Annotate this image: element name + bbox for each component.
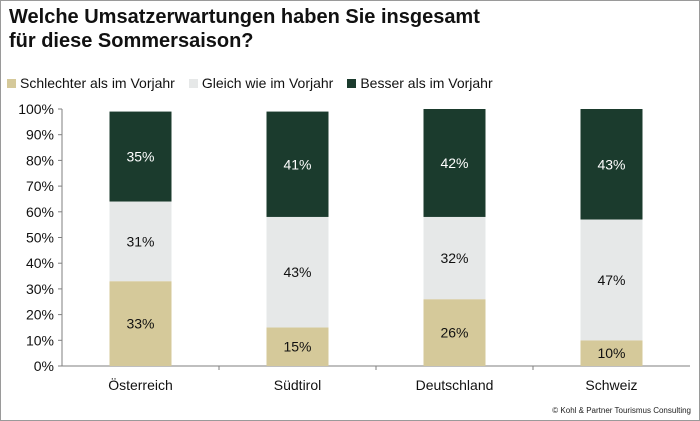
bar-value-label: 41% — [283, 156, 311, 172]
source-credit: © Kohl & Partner Tourismus Consulting — [552, 406, 691, 415]
bar-segment — [266, 111, 329, 217]
bar-segment — [423, 299, 486, 366]
y-tick-label: 20% — [26, 307, 54, 323]
chart-title: Welche Umsatzerwartungen haben Sie insge… — [9, 5, 669, 53]
legend-item-besser: Besser als im Vorjahr — [347, 75, 493, 91]
x-category-label: Südtirol — [274, 377, 321, 393]
bar-value-label: 35% — [126, 149, 154, 165]
bar-segment — [580, 109, 643, 220]
legend-swatch-besser — [347, 78, 357, 88]
bar-segment — [109, 201, 172, 282]
bar-segment — [580, 219, 643, 341]
y-tick-label: 70% — [26, 178, 54, 194]
legend-item-gleich: Gleich wie im Vorjahr — [188, 75, 334, 91]
y-tick-label: 60% — [26, 204, 54, 220]
y-tick-label: 100% — [18, 101, 54, 117]
x-category-label: Deutschland — [416, 377, 494, 393]
bar-value-label: 26% — [440, 325, 468, 341]
bar-value-label: 33% — [126, 316, 154, 332]
x-category-label: Österreich — [108, 376, 173, 393]
legend-swatch-schlechter — [7, 78, 16, 88]
chart-legend: Schlechter als im Vorjahr Gleich wie im … — [7, 74, 507, 92]
bar-value-label: 31% — [126, 233, 154, 249]
bar-value-label: 10% — [597, 345, 625, 361]
bar-segment — [109, 281, 172, 366]
y-tick-label: 30% — [26, 281, 54, 297]
bar-value-label: 42% — [440, 155, 468, 171]
bar-value-label: 15% — [283, 339, 311, 355]
bar-value-label: 43% — [283, 264, 311, 280]
y-tick-label: 80% — [26, 152, 54, 168]
y-tick-label: 90% — [26, 127, 54, 143]
bar-segment — [580, 340, 643, 366]
y-tick-label: 50% — [26, 230, 54, 246]
legend-label-gleich: Gleich wie im Vorjahr — [201, 75, 334, 91]
bar-value-label: 43% — [597, 156, 625, 172]
bar-value-label: 47% — [597, 272, 625, 288]
y-tick-label: 40% — [26, 255, 54, 271]
legend-label-besser: Besser als im Vorjahr — [360, 75, 493, 91]
bar-segment — [266, 327, 329, 366]
legend-label-schlechter: Schlechter als im Vorjahr — [20, 75, 175, 91]
y-tick-label: 10% — [26, 332, 54, 348]
bar-value-label: 32% — [440, 250, 468, 266]
bar-segment — [109, 111, 172, 202]
legend-swatch-gleich — [188, 78, 198, 88]
legend-item-schlechter: Schlechter als im Vorjahr — [7, 75, 175, 91]
y-tick-label: 0% — [34, 358, 54, 374]
x-category-label: Schweiz — [585, 377, 637, 393]
chart-title-line-2: für diese Sommersaison? — [9, 30, 254, 52]
bar-segment — [423, 109, 486, 217]
chart-title-line-1: Welche Umsatzerwartungen haben Sie insge… — [9, 6, 480, 28]
bar-segment — [423, 216, 486, 300]
bar-segment — [266, 216, 329, 328]
